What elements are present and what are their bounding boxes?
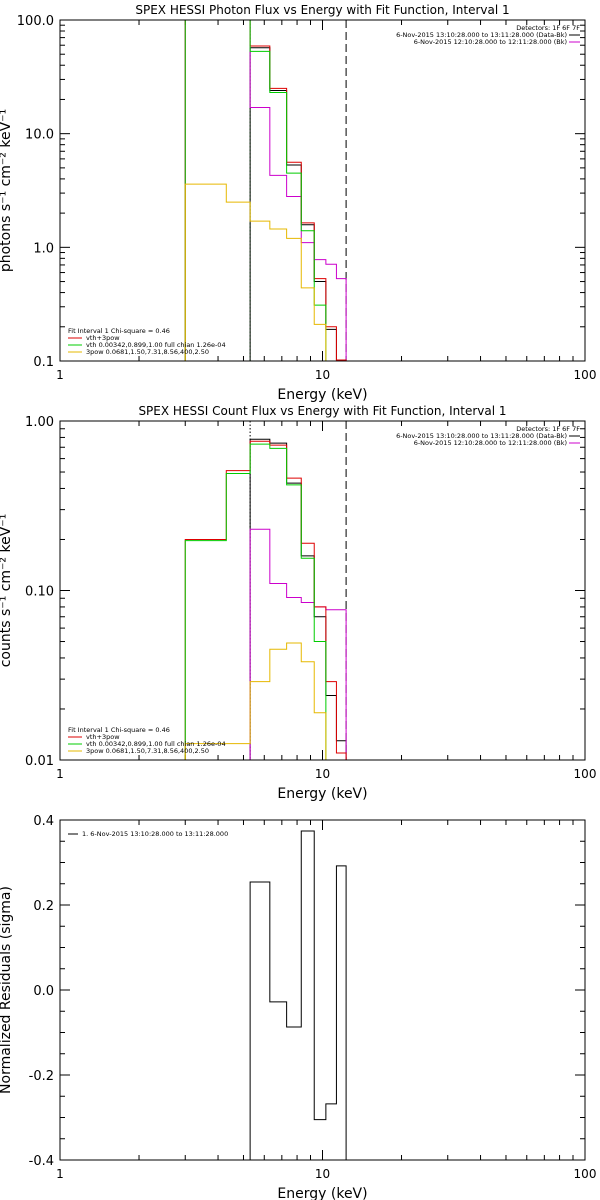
y-tick-label: 0.01 [25, 754, 54, 769]
chart-panel-3: 1 10 100 Energy (keV) -0.4 -0.2 0.0 0.2 0.4 Norma… [0, 814, 596, 1200]
y-axis-label: counts s⁻¹ cm⁻² keV⁻¹ [0, 514, 14, 668]
series-vth-line [184, 20, 347, 361]
x-tick-label: 10 [315, 1167, 330, 1181]
chart-panel-1: SPEX HESSI Photon Flux vs Energy with Fi… [0, 3, 596, 403]
chart-panel-2: SPEX HESSI Count Flux vs Energy with Fit… [0, 404, 596, 802]
fit-legend-label: vth 0.00342,0.899,1.00 full chian 1.26e-… [86, 740, 226, 748]
chart-title: SPEX HESSI Photon Flux vs Energy with Fi… [135, 3, 509, 17]
fit-legend-label: vth+3pow [86, 733, 120, 741]
y-tick-label: 0.10 [25, 585, 54, 600]
y-tick-label: -0.2 [29, 1069, 54, 1084]
y-tick-label: 10.0 [25, 128, 54, 143]
x-tick-label: 100 [574, 368, 597, 382]
y-tick-label: 0.1 [33, 355, 54, 370]
plot-frame [59, 420, 586, 761]
x-tick-label: 1 [56, 368, 64, 382]
y-tick-label: 100.0 [17, 14, 54, 29]
x-axis-label: Energy (keV) [277, 387, 367, 403]
x-tick-label: 100 [574, 1167, 597, 1181]
series-3pow-line [184, 183, 347, 361]
x-tick-label: 100 [574, 767, 597, 781]
legend-title: Detectors: 1F 6F 7F [516, 425, 580, 433]
y-tick-label: 1.0 [33, 241, 54, 256]
chart-title: SPEX HESSI Count Flux vs Energy with Fit… [138, 404, 506, 418]
y-tick-label: 0.2 [33, 899, 54, 914]
series-bk-line [184, 20, 347, 361]
series-bk-line [249, 528, 347, 760]
series-3pow-line [184, 642, 347, 760]
x-tick-label: 10 [315, 767, 330, 781]
fit-legend-label: vth 0.00342,0.899,1.00 full chian 1.26e-… [86, 341, 226, 349]
y-axis-label: Normalized Residuals (sigma) [0, 886, 14, 1094]
legend-title: Detectors: 1F 6F 7F [516, 24, 580, 32]
fit-legend-header: Fit Interval 1 Chi-square = 0.46 [68, 726, 170, 734]
legend-label: 1. 6-Nov-2015 13:10:28.000 to 13:11:28.0… [82, 830, 228, 838]
series-data-bk-line [249, 438, 347, 760]
x-tick-label: 1 [56, 767, 64, 781]
y-tick-label: 0.4 [33, 814, 54, 829]
series-vth-3pow-line [184, 440, 347, 760]
legend-label: 6-Nov-2015 12:10:28.000 to 12:11:28.000 … [414, 38, 567, 46]
x-tick-label: 1 [56, 1167, 64, 1181]
fit-legend-label: 3pow 0.0681,1.50,7.31,8.56,400,2.50 [86, 348, 209, 356]
fit-legend-label: 3pow 0.0681,1.50,7.31,8.56,400,2.50 [86, 747, 209, 755]
series-data-bk-line [249, 47, 347, 361]
x-axis-label: Energy (keV) [277, 1186, 367, 1200]
plot-frame [59, 819, 586, 1161]
y-tick-label: -0.4 [29, 1154, 54, 1169]
plot-frame [59, 19, 586, 362]
x-axis-label: Energy (keV) [277, 786, 367, 802]
legend-label: 6-Nov-2015 13:10:28.000 to 13:11:28.000 … [396, 432, 567, 440]
y-tick-label: 1.00 [25, 415, 54, 430]
y-axis-label: photons s⁻¹ cm⁻² keV⁻¹ [0, 109, 14, 272]
x-tick-label: 10 [315, 368, 330, 382]
series-1-6-nov-2015-13-10-28-000-to-13-11-28-000-line [249, 830, 347, 1160]
legend-label: 6-Nov-2015 13:10:28.000 to 13:11:28.000 … [396, 31, 567, 39]
series-vth-3pow-line [184, 20, 347, 361]
series-vth-line [184, 443, 347, 760]
y-tick-label: 0.0 [33, 984, 54, 999]
fit-legend-header: Fit Interval 1 Chi-square = 0.46 [68, 327, 170, 335]
legend-label: 6-Nov-2015 12:10:28.000 to 12:11:28.000 … [414, 439, 567, 447]
fit-legend-label: vth+3pow [86, 334, 120, 342]
